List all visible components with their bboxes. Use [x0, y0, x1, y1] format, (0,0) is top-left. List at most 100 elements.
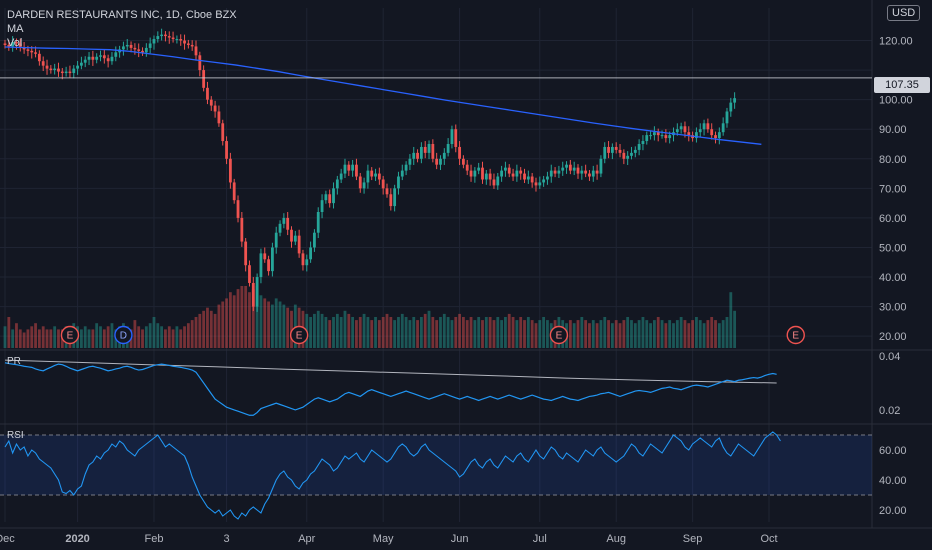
candle-body [305, 259, 309, 266]
volume-bar [91, 329, 95, 348]
candle-body [37, 53, 41, 62]
candle-body [622, 152, 626, 159]
volume-bar [80, 329, 83, 348]
candle-body [228, 158, 232, 183]
candle-body [721, 123, 725, 133]
volume-bar [95, 323, 99, 348]
candle-body [442, 152, 446, 159]
rsi-line [4, 431, 781, 520]
volume-bar [714, 320, 717, 348]
event-marker-label: E [296, 331, 303, 342]
candle-body [156, 36, 160, 40]
volume-bar [370, 320, 374, 348]
volume-bar [194, 317, 198, 348]
candle-body [397, 176, 400, 189]
candle-body [57, 68, 60, 72]
candle-body [236, 200, 240, 218]
candle-body [641, 141, 645, 144]
rsi-band-fill [0, 435, 872, 495]
candle-body [106, 58, 110, 62]
volume-bar [695, 317, 698, 348]
pr-pane-label[interactable]: PR [7, 356, 21, 367]
volume-bar [504, 317, 507, 348]
volume-bar [106, 326, 110, 348]
rsi-pane-label[interactable]: RSI [7, 430, 24, 441]
candle-body [614, 146, 618, 150]
candle-body [400, 170, 404, 177]
candle-body [389, 194, 393, 207]
rsi-tick-label: 60.00 [879, 445, 907, 457]
volume-bar [26, 329, 30, 348]
volume-bar [209, 310, 213, 348]
price-tick-label: 30.00 [879, 302, 907, 314]
volume-bar [202, 310, 206, 348]
volume-bar [217, 304, 221, 348]
time-tick-label: Dec [0, 533, 15, 545]
volume-bar [34, 323, 37, 348]
candle-body [668, 135, 672, 139]
candle-body [637, 144, 641, 150]
grid-lines [0, 0, 932, 529]
candle-body [190, 44, 194, 47]
candle-body [358, 176, 362, 189]
volume-bar [313, 313, 316, 348]
volume-bar [282, 304, 286, 348]
volume-bar [500, 320, 503, 348]
time-tick-label: Sep [683, 533, 703, 545]
candle-body [423, 146, 427, 153]
price-tick-label: 90.00 [879, 124, 907, 136]
candle-body [217, 111, 221, 124]
volume-bar [377, 320, 381, 348]
candle-body [603, 146, 607, 159]
candle-body [645, 135, 649, 142]
vol-legend-label[interactable]: Vol [7, 37, 23, 49]
volume-bar [591, 320, 595, 348]
candle-body [80, 62, 83, 66]
time-tick-label: May [373, 533, 394, 545]
candle-body [164, 34, 167, 37]
volume-bar [362, 313, 366, 348]
volume-bar [454, 317, 458, 348]
volume-bar [683, 320, 687, 348]
candle-body [335, 179, 339, 189]
candle-body [591, 170, 595, 177]
volume-bar [668, 320, 672, 348]
symbol-title[interactable]: DARDEN RESTAURANTS INC, 1D, Cboe BZX [7, 9, 237, 21]
candle-body [454, 129, 458, 147]
volume-bar [542, 317, 546, 348]
volume-bar [206, 307, 209, 348]
candle-body [561, 167, 565, 171]
candle-body [507, 167, 511, 174]
candle-body [259, 253, 263, 278]
volume-bar [691, 320, 694, 348]
volume-bar [267, 301, 270, 348]
volume-bar [610, 323, 614, 348]
candle-body [419, 146, 423, 159]
candle-body [102, 55, 106, 59]
candle-body [523, 173, 526, 180]
candle-body [152, 39, 156, 44]
currency-button[interactable]: USD [887, 5, 921, 21]
candle-body [530, 176, 534, 183]
volume-bar [412, 317, 416, 348]
volume-bar [221, 301, 225, 348]
candle-body [328, 194, 332, 204]
candle-body [202, 70, 206, 88]
volume-bar [465, 320, 469, 348]
candle-body [110, 56, 114, 62]
price-tick-label: 100.00 [879, 95, 913, 107]
volume-bar [156, 323, 160, 348]
volume-bar [335, 313, 339, 348]
volume-bar [11, 329, 15, 348]
candle-body [221, 123, 225, 142]
ma-legend-label[interactable]: MA [7, 23, 24, 35]
candle-body [15, 42, 18, 44]
volume-bar [404, 317, 408, 348]
volume-bar [427, 310, 431, 348]
candle-body [316, 212, 320, 233]
candle-body [729, 102, 733, 112]
volume-bar [698, 320, 702, 348]
